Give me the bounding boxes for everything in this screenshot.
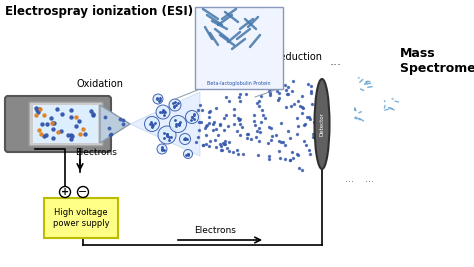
Circle shape (180, 134, 191, 144)
Text: Electrons: Electrons (194, 226, 236, 235)
Circle shape (185, 111, 199, 124)
Text: High voltage
power supply: High voltage power supply (53, 208, 109, 228)
Text: Oxidation: Oxidation (76, 79, 124, 89)
Text: Beta-lactoglobulin Protein: Beta-lactoglobulin Protein (207, 81, 271, 86)
Circle shape (156, 105, 170, 119)
Text: ...: ... (330, 55, 342, 68)
FancyBboxPatch shape (195, 7, 283, 89)
Polygon shape (100, 105, 130, 143)
FancyBboxPatch shape (29, 102, 103, 146)
Text: ...: ... (346, 174, 355, 184)
Circle shape (153, 94, 163, 104)
Text: ...: ... (365, 174, 374, 184)
Circle shape (158, 126, 176, 144)
Text: Mass
Spectrometer (MS): Mass Spectrometer (MS) (400, 47, 474, 75)
Text: Electrospray ionization (ESI): Electrospray ionization (ESI) (5, 5, 193, 18)
Circle shape (60, 187, 71, 198)
Bar (33, 105, 98, 143)
Text: Detector: Detector (319, 112, 325, 136)
Circle shape (169, 99, 181, 111)
Ellipse shape (315, 79, 329, 169)
Text: Electrons: Electrons (75, 148, 117, 157)
Circle shape (183, 150, 192, 159)
Polygon shape (130, 92, 200, 156)
Text: −: − (78, 187, 88, 197)
FancyBboxPatch shape (44, 198, 118, 238)
Text: Reduction: Reduction (273, 52, 322, 62)
Circle shape (170, 116, 186, 132)
Circle shape (78, 187, 89, 198)
Text: +: + (61, 187, 69, 197)
FancyBboxPatch shape (5, 96, 111, 152)
Circle shape (157, 144, 167, 154)
Circle shape (145, 116, 159, 132)
